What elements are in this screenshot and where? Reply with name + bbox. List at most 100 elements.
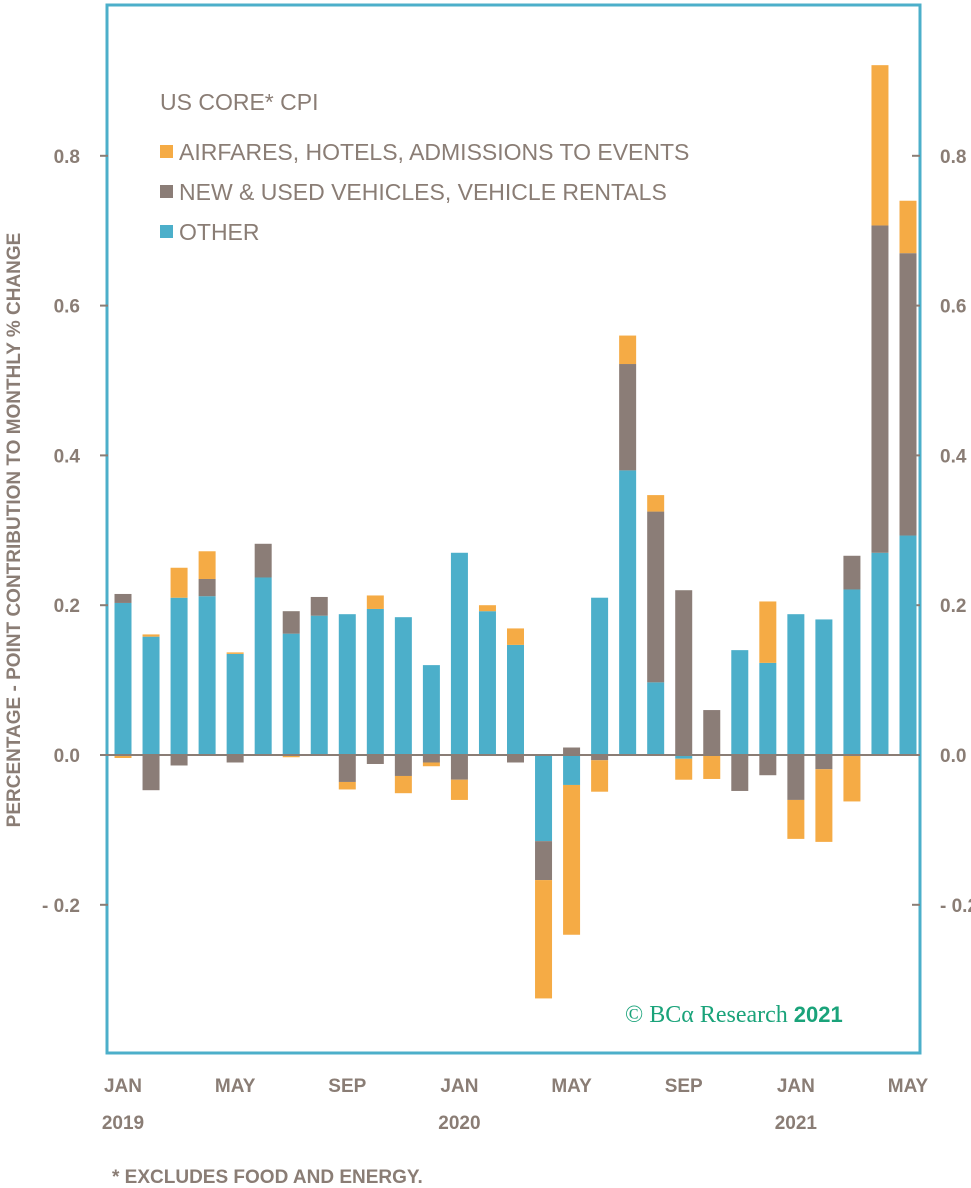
- bar-segment: [310, 596, 328, 616]
- bar-segment: [226, 755, 244, 763]
- bar-segment: [535, 880, 553, 999]
- legend-label-other: OTHER: [179, 219, 260, 245]
- bar-segment: [815, 755, 833, 770]
- bar-segment: [703, 710, 721, 755]
- left-y-axis: - 0.2 0.0 0.2 0.4 0.6 0.8: [42, 147, 108, 917]
- bar-segment: [563, 784, 581, 935]
- bar-segment: [338, 781, 356, 790]
- bar-segment: [787, 799, 805, 839]
- bar-segment: [619, 364, 637, 471]
- bar-segment: [450, 779, 468, 800]
- x-tick-month: JAN: [777, 1076, 815, 1097]
- bar-segment: [787, 614, 805, 755]
- bar-segment: [535, 755, 553, 842]
- bar-segment: [759, 601, 777, 663]
- bar-segment: [114, 602, 132, 755]
- bar-segment: [591, 597, 609, 755]
- x-tick-month: MAY: [551, 1076, 592, 1097]
- bar-segment: [507, 644, 524, 755]
- left-tick-label: 0.8: [54, 147, 80, 168]
- left-tick-label: 0.4: [54, 446, 81, 467]
- bar-segment: [619, 470, 637, 755]
- bar-segment: [843, 755, 861, 802]
- bar-segment: [394, 755, 412, 776]
- left-tick-label: 0.0: [54, 746, 80, 767]
- bar-segment: [114, 593, 132, 603]
- bar-segment: [310, 615, 328, 755]
- bar-segment: [450, 552, 468, 755]
- bar-segment: [899, 253, 917, 536]
- bar-segment: [647, 511, 665, 683]
- bar-segment: [787, 755, 805, 800]
- x-axis: JAN 2019 MAY SEP JAN 2020 MAY SEP JAN 2021 MAY: [102, 1076, 929, 1134]
- x-tick-month: MAY: [888, 1076, 929, 1097]
- footnote: * EXCLUDES FOOD AND ENERGY.: [112, 1167, 423, 1188]
- x-tick-year: 2020: [438, 1113, 480, 1134]
- x-tick-month: SEP: [665, 1076, 703, 1097]
- bar-segment: [170, 597, 188, 755]
- bar-segment: [422, 665, 440, 755]
- bar-segment: [254, 543, 272, 578]
- bar-segment: [366, 595, 384, 609]
- bar-segment: [198, 596, 216, 755]
- bar-segment: [731, 650, 749, 755]
- left-tick-label: 0.2: [54, 596, 80, 617]
- right-tick-label: 0.2: [940, 596, 966, 617]
- bar-segment: [114, 755, 132, 758]
- bar-segment: [366, 608, 384, 755]
- bar-segment: [591, 760, 609, 792]
- x-tick-month: SEP: [328, 1076, 366, 1097]
- bar-segment: [759, 755, 777, 776]
- left-tick-label: 0.6: [54, 297, 80, 318]
- left-tick-label: - 0.2: [42, 896, 80, 917]
- bar-segment: [226, 652, 244, 654]
- bar-segment: [422, 755, 440, 763]
- y-axis-label: PERCENTAGE - POINT CONTRIBUTION TO MONTH…: [4, 233, 25, 828]
- right-tick-label: 0.8: [940, 147, 966, 168]
- bar-segment: [338, 614, 356, 755]
- bar-segment: [815, 619, 833, 755]
- bar-segment: [282, 633, 300, 755]
- plot-frame: [105, 3, 922, 1055]
- bar-segment: [899, 200, 917, 254]
- bar-segment: [394, 775, 412, 794]
- bar-segment: [142, 755, 160, 791]
- bar-segment: [871, 225, 889, 553]
- bar-segment: [478, 605, 496, 612]
- bar-segment: [394, 617, 412, 755]
- bar-segment: [843, 589, 861, 755]
- bar-segment: [507, 755, 524, 763]
- bar-segment: [899, 535, 917, 755]
- bar-segment: [591, 755, 609, 761]
- bar-segment: [815, 769, 833, 842]
- bar-segment: [675, 755, 693, 759]
- legend: US CORE* CPI AIRFARES, HOTELS, ADMISSION…: [160, 89, 689, 245]
- bar-segment: [731, 755, 749, 791]
- legend-swatch-airfares: [160, 145, 173, 158]
- bar-segment: [366, 755, 384, 764]
- bar-segment: [170, 755, 188, 766]
- bar-segment: [535, 841, 553, 881]
- bar-segment: [142, 634, 160, 637]
- legend-label-vehicles: NEW & USED VEHICLES, VEHICLE RENTALS: [179, 179, 667, 205]
- bar-segment: [871, 65, 889, 226]
- chart-title: US CORE* CPI: [160, 89, 318, 115]
- bar-segment: [563, 747, 581, 755]
- bar-segment: [282, 755, 300, 758]
- bar-segment: [422, 762, 440, 767]
- bar-segment: [619, 335, 637, 365]
- right-tick-label: 0.0: [940, 746, 966, 767]
- bar-segment: [142, 636, 160, 755]
- bars: [114, 65, 917, 999]
- bar-segment: [282, 611, 300, 634]
- legend-swatch-vehicles: [160, 185, 173, 198]
- right-tick-label: 0.6: [940, 297, 966, 318]
- bar-segment: [675, 758, 693, 780]
- bar-segment: [226, 653, 244, 755]
- x-tick-year: 2021: [775, 1113, 818, 1134]
- bar-segment: [198, 551, 216, 579]
- y-axis-label-line1: PERCENTAGE - POINT CONTRIBUTION TO MONTH…: [4, 233, 25, 828]
- bar-segment: [254, 577, 272, 755]
- x-tick-year: 2019: [102, 1113, 144, 1134]
